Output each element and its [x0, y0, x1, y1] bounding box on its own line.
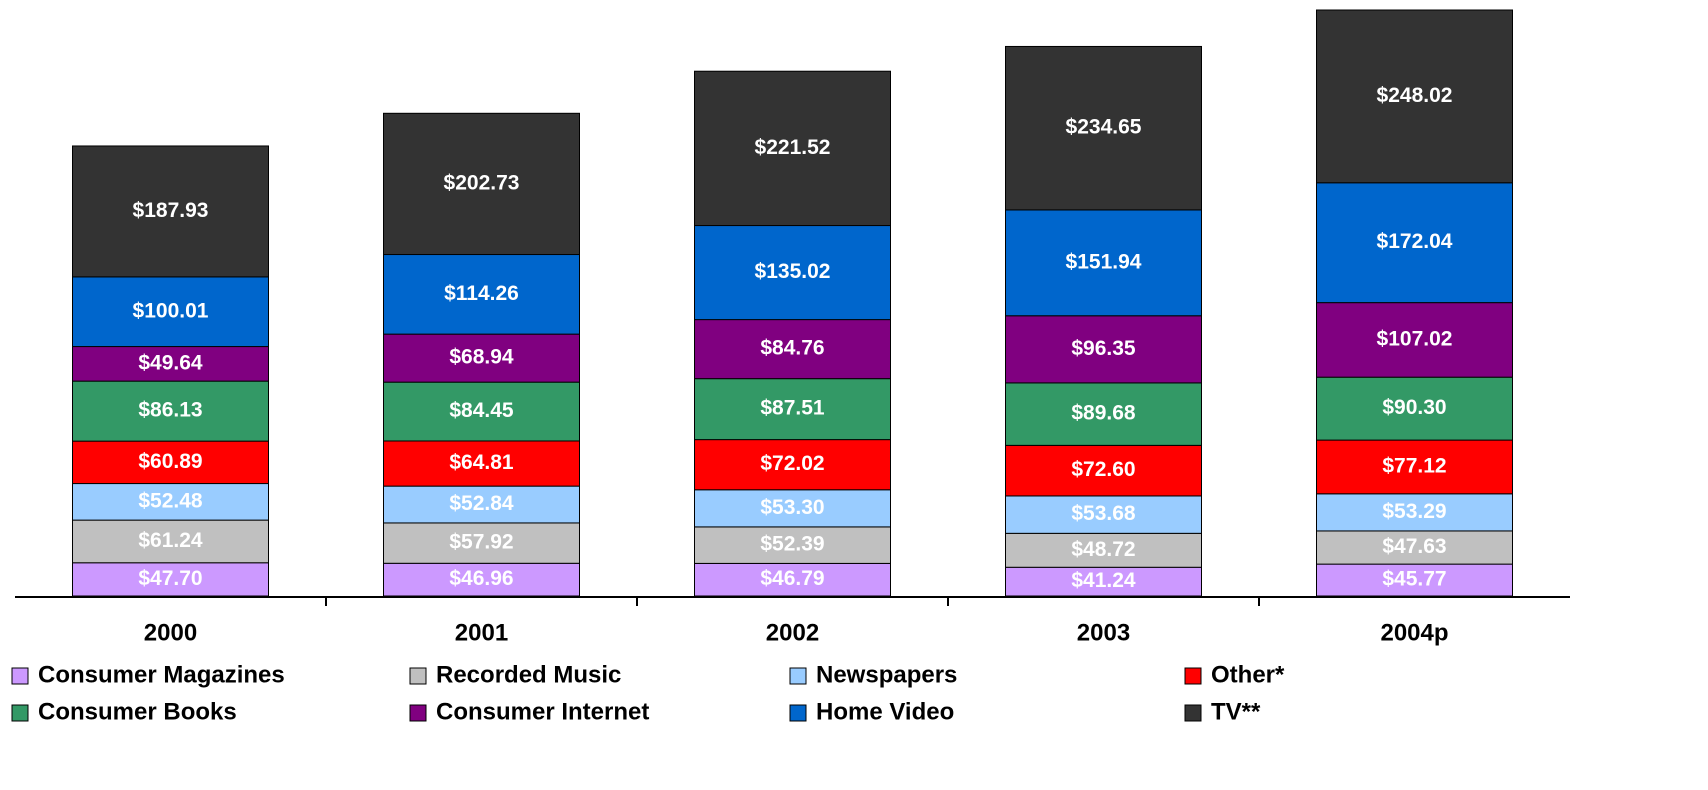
value-label: $41.24 — [1071, 569, 1136, 592]
value-label: $248.02 — [1377, 84, 1453, 107]
legend-label: TV** — [1211, 698, 1261, 725]
bar-segment — [383, 333, 580, 383]
value-label: $86.13 — [138, 399, 202, 422]
bar-segment — [72, 562, 269, 597]
value-label: $234.65 — [1066, 116, 1142, 139]
bar-segment — [72, 145, 269, 278]
value-label: $52.39 — [760, 533, 824, 556]
bar-segment — [383, 522, 580, 564]
legend-swatch — [1184, 667, 1202, 685]
legend-label: Consumer Internet — [436, 698, 649, 725]
value-label: $57.92 — [449, 531, 513, 554]
bar-segment — [383, 112, 580, 256]
value-label: $46.79 — [760, 567, 824, 590]
legend-label: Other* — [1211, 661, 1285, 688]
value-label: $96.35 — [1071, 337, 1136, 360]
value-label: $72.02 — [760, 452, 824, 475]
legend-swatch — [11, 667, 29, 685]
value-label: $53.68 — [1071, 502, 1136, 525]
bar-segment — [1005, 209, 1202, 317]
bar-segment — [383, 381, 580, 442]
legend-swatch — [409, 667, 427, 685]
legend-label: Consumer Books — [38, 698, 237, 725]
legend-label: Consumer Magazines — [38, 661, 285, 688]
x-tick-label: 2002 — [766, 619, 819, 646]
bar-segment — [1316, 439, 1513, 495]
value-label: $172.04 — [1377, 230, 1453, 253]
x-tick-label: 2003 — [1077, 619, 1130, 646]
bar-segment — [694, 489, 891, 528]
legend-swatch — [789, 667, 807, 685]
value-label: $60.89 — [138, 450, 202, 473]
legend-swatch — [1184, 704, 1202, 722]
legend-swatch — [11, 704, 29, 722]
bar-segment — [694, 70, 891, 227]
value-label: $47.63 — [1382, 535, 1446, 558]
x-tick-label: 2004p — [1380, 619, 1448, 646]
legend-label: Home Video — [816, 698, 954, 725]
value-label: $77.12 — [1382, 454, 1446, 477]
bar-segment — [383, 562, 580, 597]
bar-segment — [1316, 182, 1513, 304]
bar-segment — [383, 440, 580, 487]
bar-segment — [1005, 495, 1202, 534]
bar-segment — [1005, 566, 1202, 597]
bar-segment — [1316, 530, 1513, 565]
value-label: $72.60 — [1071, 458, 1135, 481]
value-label: $48.72 — [1071, 538, 1135, 561]
value-label: $107.02 — [1377, 327, 1453, 350]
bar-segment — [72, 519, 269, 564]
bar-segment — [1316, 9, 1513, 184]
value-label: $52.48 — [138, 489, 203, 512]
bar-segment — [1005, 444, 1202, 497]
legend-label: Recorded Music — [436, 661, 621, 688]
value-label: $90.30 — [1382, 396, 1446, 419]
value-label: $61.24 — [138, 529, 203, 552]
value-label: $45.77 — [1382, 568, 1446, 591]
value-label: $68.94 — [449, 346, 514, 369]
value-label: $52.84 — [449, 492, 514, 515]
bar-segment — [1005, 315, 1202, 384]
bar-segment — [72, 276, 269, 348]
bar-segment — [1316, 563, 1513, 597]
value-label: $202.73 — [444, 171, 520, 194]
x-tick-label: 2001 — [455, 619, 508, 646]
value-label: $135.02 — [755, 260, 831, 283]
bar-segment — [1005, 382, 1202, 446]
value-label: $64.81 — [449, 451, 514, 474]
bar-segment — [1316, 376, 1513, 441]
bar-segment — [694, 225, 891, 321]
value-label: $53.30 — [760, 496, 824, 519]
value-label: $84.45 — [449, 399, 514, 422]
value-label: $187.93 — [133, 199, 209, 222]
legend-swatch — [409, 704, 427, 722]
bar-segment — [694, 378, 891, 441]
value-label: $100.01 — [133, 299, 209, 322]
legend-label: Newspapers — [816, 661, 957, 688]
bar-segment — [1005, 45, 1202, 211]
bar-segment — [694, 562, 891, 597]
value-label: $87.51 — [760, 397, 825, 420]
value-label: $89.68 — [1071, 402, 1136, 425]
value-label: $151.94 — [1066, 250, 1142, 273]
x-tick-label: 2000 — [144, 619, 197, 646]
bar-segment — [1316, 493, 1513, 532]
bar-segment — [1005, 532, 1202, 568]
legend-swatch — [789, 704, 807, 722]
bar-segment — [383, 485, 580, 524]
value-label: $46.96 — [449, 567, 513, 590]
bar-segment — [694, 439, 891, 491]
value-label: $221.52 — [755, 136, 831, 159]
value-label: $114.26 — [444, 282, 519, 305]
bar-segment — [694, 526, 891, 564]
value-label: $47.70 — [138, 567, 202, 590]
value-label: $53.29 — [1382, 500, 1446, 523]
value-label: $84.76 — [760, 337, 824, 360]
bar-segment — [383, 254, 580, 335]
value-label: $49.64 — [138, 351, 203, 374]
bar-segment — [694, 319, 891, 380]
